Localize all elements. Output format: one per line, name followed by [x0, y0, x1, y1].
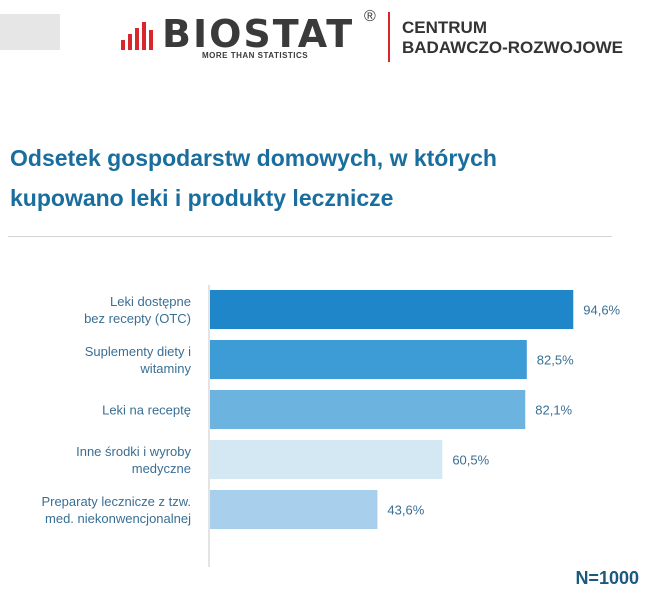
biostat-logo: BIOSTAT ® MORE THAN STATISTICS CENTRUM B…	[120, 8, 640, 64]
bar-value-label-3: 60,5%	[452, 453, 489, 468]
title-divider	[8, 236, 612, 237]
sample-size: N=1000	[575, 568, 639, 588]
chart-title-line2: kupowano leki i produkty lecznicze	[10, 185, 394, 211]
category-label-0-line-0: Leki dostępne	[110, 294, 191, 309]
category-label-2-line-0: Leki na receptę	[102, 403, 191, 418]
bar-2	[210, 390, 526, 429]
category-label-0-line-1: bez recepty (OTC)	[84, 311, 191, 326]
bar-value-label-1: 82,5%	[537, 353, 574, 368]
bar-chart: 94,6% Leki dostępne bez recepty (OTC) 82,5%…	[41, 285, 621, 567]
grey-placeholder-box	[0, 14, 60, 50]
logo-subtitle-line1: CENTRUM	[402, 18, 487, 37]
category-label-1-line-1: witaminy	[139, 361, 191, 376]
logo-tagline: MORE THAN STATISTICS	[202, 51, 309, 60]
category-label-4-line-0: Preparaty lecznicze z tzw.	[41, 494, 191, 509]
bar-3	[210, 440, 443, 479]
registered-mark: ®	[364, 8, 376, 25]
bar-value-label-4: 43,6%	[387, 503, 424, 518]
bar-value-label-0: 94,6%	[583, 303, 620, 318]
chart-title: Odsetek gospodarstw domowych, w których …	[10, 138, 610, 218]
bar-0	[210, 290, 574, 329]
category-label-3-line-0: Inne środki i wyroby	[76, 444, 191, 459]
bar-chart-logo-icon	[121, 22, 153, 50]
logo-wordmark: BIOSTAT	[162, 12, 355, 56]
category-label-3-line-1: medyczne	[132, 461, 191, 476]
category-label-4-line-1: med. niekonwencjonalnej	[45, 511, 191, 526]
bar-1	[210, 340, 527, 379]
logo-divider	[388, 12, 390, 62]
bar-value-label-2: 82,1%	[535, 403, 572, 418]
bar-4	[210, 490, 378, 529]
logo-subtitle-line2: BADAWCZO-ROZWOJOWE	[402, 38, 623, 57]
category-label-1-line-0: Suplementy diety i	[85, 344, 191, 359]
chart-title-line1: Odsetek gospodarstw domowych, w których	[10, 145, 497, 171]
